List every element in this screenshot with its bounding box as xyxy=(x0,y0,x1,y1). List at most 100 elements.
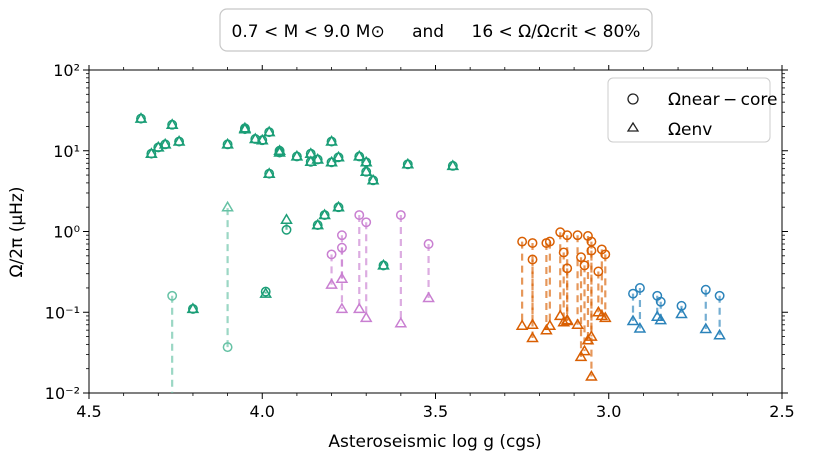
x-tick-label: 2.5 xyxy=(769,402,794,421)
y-tick-label: 10¹ xyxy=(53,142,80,161)
triangle-marker xyxy=(335,302,349,314)
triangle-marker xyxy=(165,118,179,129)
circle-marker xyxy=(527,254,538,265)
circle-marker xyxy=(167,290,178,301)
circle-marker xyxy=(700,284,711,295)
legend-entry-near-core: Ωnear − core xyxy=(668,90,778,110)
triangle-marker xyxy=(675,307,688,319)
chart-title: 0.7 < M < 9.0 M⊙ and 16 < Ω/Ωcrit < 80% xyxy=(232,22,641,42)
triangle-marker xyxy=(186,302,200,314)
connector-lines xyxy=(171,207,721,393)
triangle-marker xyxy=(238,121,252,133)
triangle-marker xyxy=(633,322,647,333)
title-joiner: and xyxy=(412,22,444,42)
circle-marker xyxy=(326,249,337,260)
triangle-marker xyxy=(422,291,435,303)
legend-entry-envelope: Ωenv xyxy=(668,120,712,140)
data-markers xyxy=(134,112,726,381)
x-axis: 4.5 4.0 3.5 3.0 2.5 xyxy=(76,65,795,421)
title-omega-range: 16 < Ω/Ωcrit < 80% xyxy=(472,22,641,42)
circle-marker xyxy=(354,210,365,220)
circle-marker xyxy=(572,230,583,241)
triangle-marker xyxy=(557,315,571,327)
triangle-marker xyxy=(325,135,338,146)
circle-marker xyxy=(714,290,725,301)
circle-marker xyxy=(586,245,597,256)
triangle-marker xyxy=(359,155,373,167)
triangle-marker xyxy=(332,200,345,212)
legend: Ωnear − core Ωenv xyxy=(607,77,778,143)
y-tick-label: 10² xyxy=(53,61,80,80)
triangle-marker xyxy=(318,208,331,220)
triangle-marker xyxy=(273,144,286,156)
triangle-marker xyxy=(145,147,158,158)
circle-marker xyxy=(558,247,569,258)
triangle-marker xyxy=(699,322,713,334)
circle-marker xyxy=(336,242,347,253)
circle-marker xyxy=(361,217,372,228)
triangle-marker xyxy=(585,330,598,341)
legend-triangle-marker xyxy=(626,121,640,132)
triangle-marker xyxy=(280,213,293,224)
triangle-marker xyxy=(359,311,373,323)
circle-marker xyxy=(655,296,666,307)
triangle-marker xyxy=(290,149,304,161)
triangle-marker xyxy=(526,318,539,330)
triangle-marker xyxy=(273,146,286,157)
title-mass-range: 0.7 < M < 9.0 M⊙ xyxy=(232,22,385,42)
triangle-marker xyxy=(578,344,591,356)
x-tick-label: 4.0 xyxy=(250,402,275,421)
x-tick-label: 4.5 xyxy=(76,402,101,421)
triangle-marker xyxy=(311,218,325,230)
circle-marker xyxy=(593,266,604,277)
circle-marker xyxy=(423,239,434,249)
triangle-marker xyxy=(311,153,325,164)
triangle-marker xyxy=(158,137,172,149)
circle-marker xyxy=(628,288,638,299)
triangle-marker xyxy=(560,314,574,326)
triangle-marker xyxy=(262,125,276,137)
triangle-marker xyxy=(259,287,273,298)
y-axis-label: Ω/2π (μHz) xyxy=(7,187,27,278)
circle-marker xyxy=(281,224,292,235)
x-tick-label: 3.0 xyxy=(596,402,621,421)
triangle-marker xyxy=(626,314,640,326)
triangle-marker xyxy=(221,200,234,212)
triangle-marker xyxy=(134,112,148,123)
circle-marker xyxy=(527,238,538,248)
triangle-marker xyxy=(221,137,234,149)
y-minor-ticks xyxy=(86,73,785,370)
y-tick-label: 10⁻¹ xyxy=(45,303,80,322)
title-box: 0.7 < M < 9.0 M⊙ and 16 < Ω/Ωcrit < 80% xyxy=(219,8,653,52)
circle-marker xyxy=(395,210,406,220)
y-tick-label: 10⁻² xyxy=(45,384,80,403)
triangle-marker xyxy=(585,370,598,381)
triangle-marker xyxy=(526,331,539,343)
triangle-marker xyxy=(571,318,584,330)
circle-marker xyxy=(562,230,573,241)
triangle-marker xyxy=(172,135,186,146)
triangle-marker xyxy=(377,258,390,270)
circle-marker xyxy=(517,236,528,247)
circle-marker xyxy=(600,249,611,260)
triangle-marker xyxy=(325,278,338,289)
triangle-marker xyxy=(598,311,612,323)
legend-frame xyxy=(607,77,771,143)
triangle-marker xyxy=(553,309,567,321)
triangle-marker xyxy=(574,350,588,362)
circle-marker xyxy=(576,252,586,263)
circle-marker xyxy=(562,263,573,274)
triangle-marker xyxy=(543,319,557,331)
circle-marker xyxy=(634,282,645,293)
triangle-marker xyxy=(255,133,269,145)
triangle-marker xyxy=(394,316,408,328)
triangle-marker xyxy=(515,319,529,331)
triangle-marker xyxy=(401,157,415,169)
triangle-marker xyxy=(654,313,668,325)
circle-marker xyxy=(222,342,233,353)
triangle-marker xyxy=(713,328,726,340)
triangle-marker xyxy=(352,302,366,314)
triangle-marker xyxy=(332,150,345,162)
x-tick-label: 3.5 xyxy=(423,402,448,421)
